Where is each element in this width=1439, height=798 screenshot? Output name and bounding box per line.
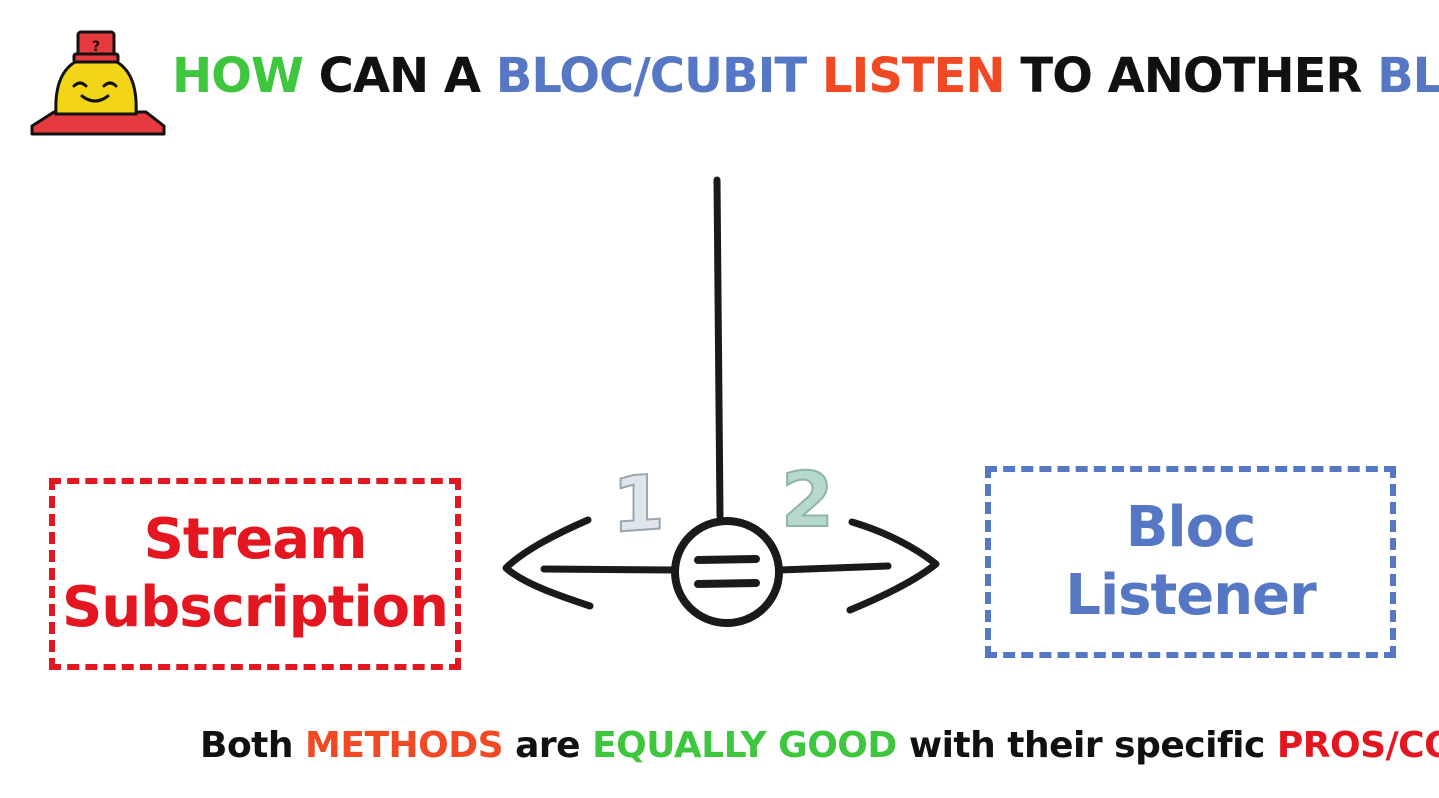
number-two: 2 (780, 455, 835, 544)
caption-part: METHODS (305, 725, 504, 766)
choice-diagram (490, 170, 950, 634)
equals-circle-icon (671, 517, 783, 627)
caption-part: are (503, 725, 593, 766)
title-part: BLOC/CUBIT (495, 48, 807, 104)
number-one: 1 (611, 456, 666, 551)
mascot-badge: ? (92, 39, 100, 55)
caption-part: PROS/CONS (1276, 725, 1439, 766)
title-part: TO ANOTHER (1004, 48, 1378, 104)
question-bell-mascot-icon: ? (28, 26, 168, 142)
caption-part: EQUALLY GOOD (592, 725, 897, 766)
page-title: HOW CAN A BLOC/CUBIT LISTEN TO ANOTHER B… (172, 52, 1439, 100)
caption-part: Both (200, 725, 306, 766)
title-part: LISTEN (806, 48, 1006, 104)
title-part: BLOC/CUBIT (1377, 48, 1439, 104)
caption: Both METHODS are EQUALLY GOOD with their… (200, 725, 1439, 766)
option-left-line2: Subscription (61, 575, 449, 640)
option-left-line1: Stream (143, 506, 368, 572)
stream-subscription-box: Stream Subscription (49, 478, 461, 670)
option-right-line2: Listener (1065, 563, 1316, 628)
stem-line (713, 176, 724, 520)
bloc-listener-box: Bloc Listener (985, 466, 1396, 658)
left-arrow-shaft (540, 565, 680, 574)
right-arrow-shaft (776, 562, 892, 574)
right-arrow-head (846, 518, 940, 614)
title-part: HOW (172, 48, 304, 104)
left-arrow-head (502, 516, 594, 610)
title-part: CAN A (302, 48, 496, 104)
option-right-line1: Bloc (1125, 494, 1257, 560)
caption-part: with their specific (896, 725, 1277, 766)
